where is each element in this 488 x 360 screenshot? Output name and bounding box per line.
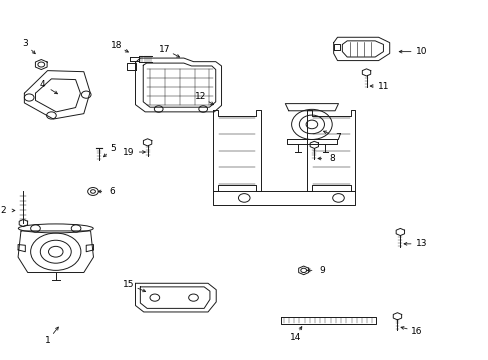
Text: 17: 17 — [159, 45, 170, 54]
Text: 1: 1 — [45, 336, 51, 345]
Text: 8: 8 — [328, 154, 334, 163]
Text: 3: 3 — [22, 39, 28, 48]
Text: 19: 19 — [123, 148, 134, 157]
Text: 5: 5 — [110, 144, 116, 153]
Text: 16: 16 — [410, 327, 422, 336]
Text: 2: 2 — [0, 206, 6, 215]
Text: 6: 6 — [109, 187, 115, 196]
Text: 7: 7 — [335, 133, 340, 142]
Text: 12: 12 — [195, 93, 206, 102]
Text: 4: 4 — [40, 80, 45, 89]
Text: 11: 11 — [377, 82, 389, 91]
Text: 10: 10 — [415, 47, 427, 56]
Text: 15: 15 — [122, 280, 134, 289]
Text: 9: 9 — [319, 266, 325, 275]
Text: 18: 18 — [110, 41, 122, 50]
Text: 13: 13 — [415, 239, 427, 248]
Text: 14: 14 — [289, 333, 301, 342]
